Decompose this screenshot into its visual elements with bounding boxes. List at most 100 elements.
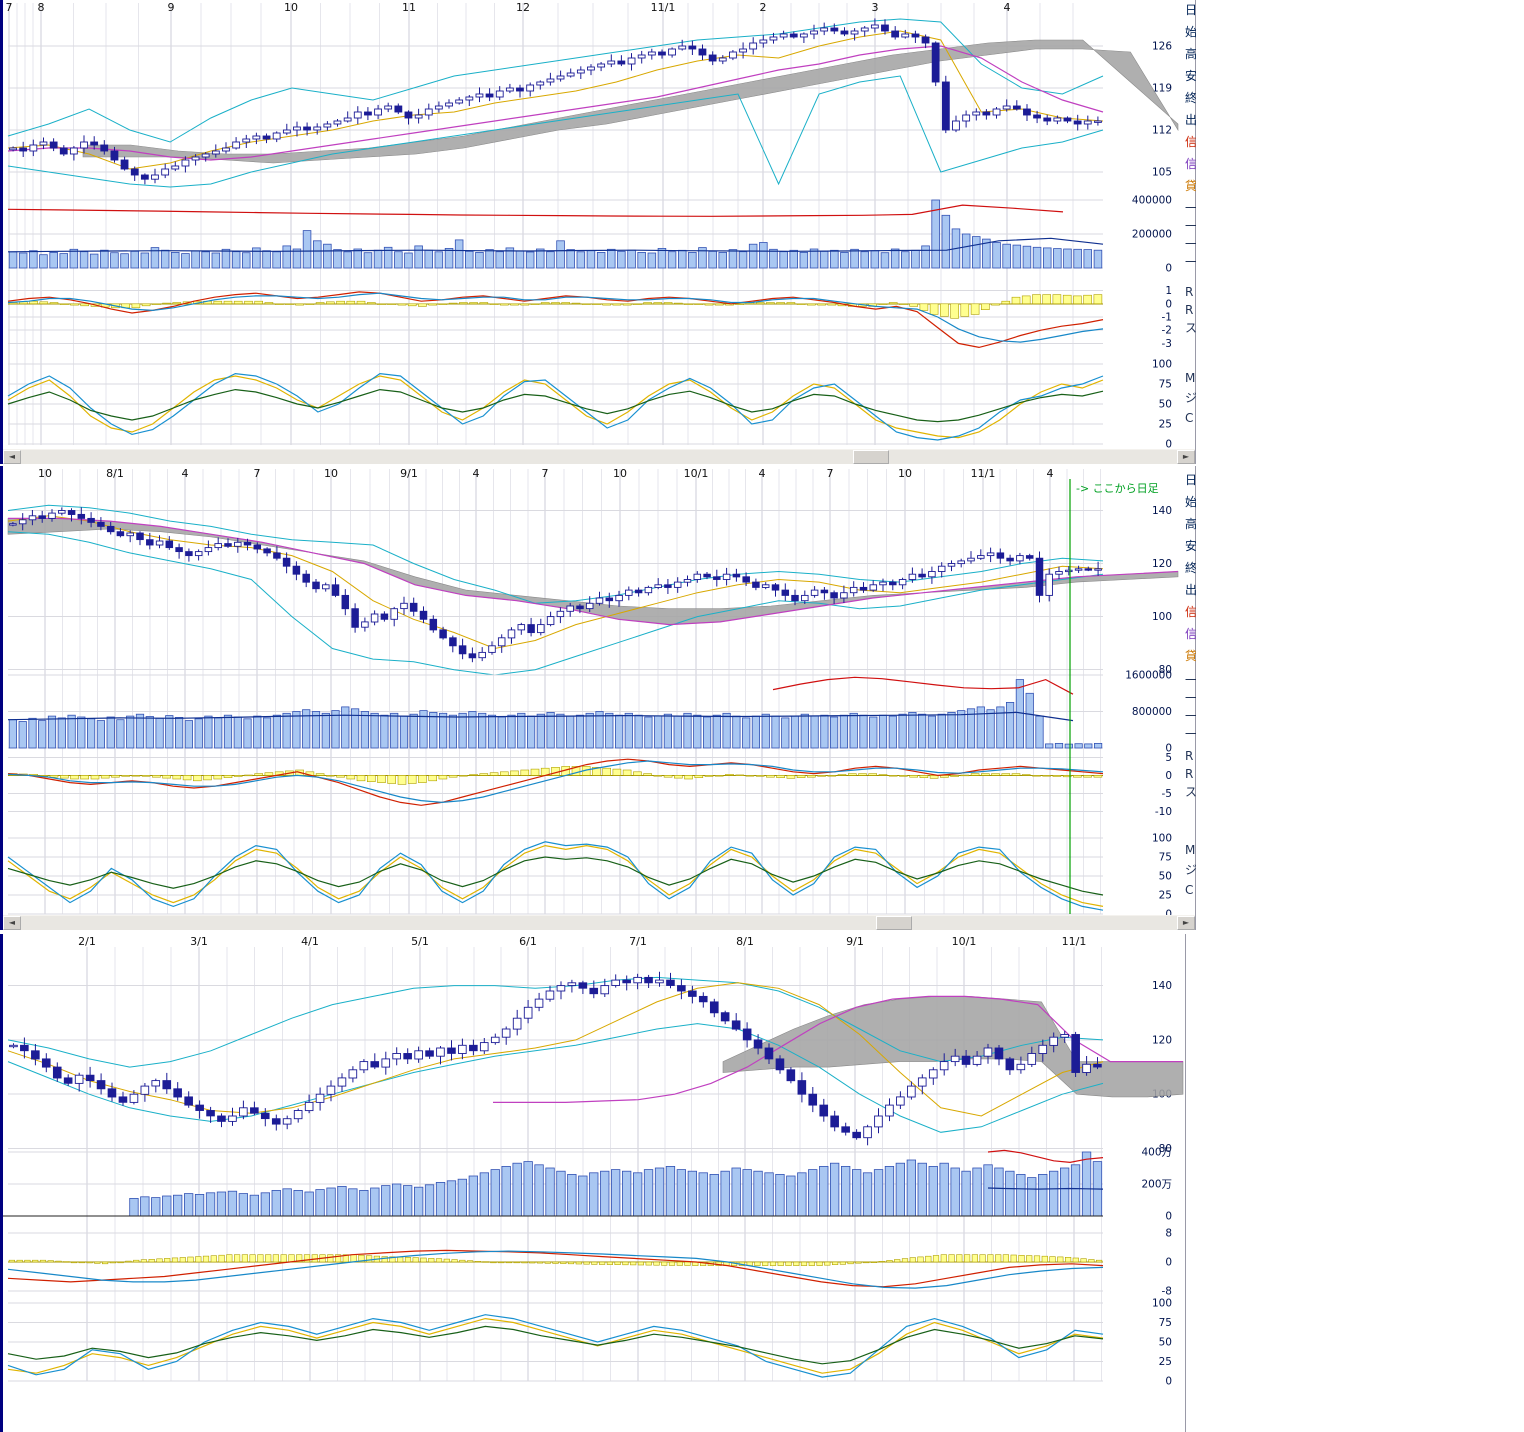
weekly-chart-canvas[interactable]: 7 8 9 10 11 12 11/1 2 3 4126119112105400000200000… — [3, 0, 1197, 451]
svg-text:安: 安 — [1185, 68, 1196, 83]
svg-text:高: 高 — [1185, 516, 1196, 531]
svg-text:信: 信 — [1185, 157, 1196, 171]
stoch-line-2 — [7, 1325, 1104, 1365]
svg-text:140: 140 — [1152, 505, 1172, 517]
svg-text:貸: 貸 — [1185, 178, 1196, 193]
svg-text:140: 140 — [1152, 980, 1172, 992]
svg-text:始: 始 — [1185, 495, 1196, 509]
macd-line — [7, 291, 1104, 349]
volume-ma-line — [7, 237, 1104, 253]
margin-balance-line — [987, 1149, 1104, 1164]
candlesticks — [9, 971, 1102, 1146]
svg-text:一: 一 — [1185, 255, 1196, 269]
svg-text:出: 出 — [1185, 113, 1196, 127]
volume-ma-line — [987, 1187, 1104, 1190]
secondary-daily-chart-canvas[interactable]: 2/1 3/1 4/1 5/1 6/1 7/1 8/1 9/1 10/1 11/1 140 120 10… — [3, 934, 1186, 1432]
scroll-right-button[interactable]: ► — [1177, 450, 1195, 464]
margin-balance-line — [7, 204, 1064, 217]
scroll-thumb[interactable] — [853, 450, 890, 464]
svg-text:7/1: 7/1 — [629, 935, 647, 948]
band-upper — [7, 18, 1104, 143]
gridlines — [86, 947, 1102, 1381]
svg-text:0: 0 — [1165, 439, 1172, 451]
macd-plot — [7, 1249, 1104, 1289]
svg-text:ジ: ジ — [1185, 391, 1196, 405]
svg-text:50: 50 — [1159, 871, 1172, 883]
svg-text:100: 100 — [1152, 359, 1172, 371]
volume-bars — [8, 199, 1103, 269]
svg-text:105: 105 — [1152, 167, 1172, 179]
svg-text:一: 一 — [1185, 709, 1196, 723]
macd-line — [7, 1249, 1104, 1288]
svg-text:ス: ス — [1185, 785, 1196, 799]
svg-text:4: 4 — [182, 467, 189, 480]
price-plot — [7, 504, 1179, 676]
svg-text:3/1: 3/1 — [190, 935, 208, 948]
scroll-right-button[interactable]: ► — [1177, 916, 1195, 930]
svg-text:2/1: 2/1 — [78, 935, 96, 948]
svg-text:8: 8 — [38, 1, 45, 14]
svg-text:-5: -5 — [1162, 788, 1172, 800]
ichimoku-cloud — [722, 996, 1184, 1098]
stoch-grid: 100 75 50 25 0 — [8, 359, 1172, 451]
svg-text:一: 一 — [1185, 219, 1196, 233]
svg-text:12: 12 — [516, 1, 530, 14]
scroll-thumb[interactable] — [876, 916, 913, 930]
svg-text:6/1: 6/1 — [519, 935, 537, 948]
svg-text:一: 一 — [1185, 201, 1196, 215]
scroll-left-button[interactable]: ◄ — [3, 450, 21, 464]
svg-text:出: 出 — [1185, 583, 1196, 597]
ma-mid — [493, 995, 1183, 1103]
svg-text:-1: -1 — [1162, 312, 1172, 324]
svg-text:信: 信 — [1185, 135, 1196, 149]
svg-text:400万: 400万 — [1141, 1147, 1172, 1159]
scroll-track[interactable] — [21, 916, 1177, 930]
x-axis-labels: 10 8/1 4 7 10 9/1 4 7 10 10/1 4 7 10 11/1 4 — [38, 467, 1054, 480]
scroll-left-button[interactable]: ◄ — [3, 916, 21, 930]
stoch-line-1 — [7, 372, 1104, 441]
svg-text:終: 終 — [1185, 90, 1196, 105]
svg-text:200万: 200万 — [1141, 1179, 1172, 1191]
scroll-track[interactable] — [21, 450, 1177, 464]
svg-text:112: 112 — [1152, 125, 1172, 137]
svg-text:5/1: 5/1 — [411, 935, 429, 948]
horizontal-scrollbar[interactable]: ◄ ► — [3, 915, 1195, 930]
svg-text:25: 25 — [1159, 419, 1172, 431]
svg-text:200000: 200000 — [1132, 229, 1172, 241]
svg-text:7: 7 — [827, 467, 834, 480]
svg-text:8/1: 8/1 — [106, 467, 124, 480]
svg-text:9/1: 9/1 — [400, 467, 418, 480]
chart-panel-weekly: 7 8 9 10 11 12 11/1 2 3 4 126 119 112 105 400000 200000… — [0, 0, 1196, 464]
band-lower — [7, 531, 1104, 676]
svg-text:ス: ス — [1185, 321, 1196, 335]
svg-text:0: 0 — [1165, 770, 1172, 782]
svg-text:10: 10 — [324, 467, 338, 480]
svg-text:R: R — [1185, 285, 1193, 299]
svg-text:8: 8 — [1165, 1228, 1172, 1240]
svg-text:120: 120 — [1152, 558, 1172, 570]
ichimoku-cloud — [82, 39, 1179, 164]
svg-text:11/1: 11/1 — [1062, 935, 1087, 948]
svg-text:始: 始 — [1185, 25, 1196, 39]
svg-text:126: 126 — [1152, 41, 1172, 53]
svg-text:3: 3 — [872, 1, 879, 14]
volume-grid: 400000 200000 0 — [8, 195, 1172, 275]
ma-mid — [8, 517, 1179, 626]
svg-text:10: 10 — [38, 467, 52, 480]
svg-text:0: 0 — [1165, 1257, 1172, 1269]
band-lower — [7, 75, 1104, 188]
svg-text:M: M — [1185, 371, 1195, 385]
svg-text:7: 7 — [542, 467, 549, 480]
svg-text:0: 0 — [1165, 909, 1172, 917]
macd-signal-line — [7, 760, 1104, 804]
svg-text:10/1: 10/1 — [684, 467, 709, 480]
svg-text:120: 120 — [1152, 1034, 1172, 1046]
svg-text:25: 25 — [1159, 890, 1172, 902]
daily-chart-canvas[interactable]: 10 8/1 4 7 10 9/1 4 7 10 10/1 4 7 10 11/1 4 140 120 100 80… — [3, 466, 1196, 916]
svg-text:R: R — [1185, 767, 1193, 781]
stoch-grid: 100 75 50 25 0 — [8, 1298, 1172, 1388]
svg-text:日: 日 — [1185, 3, 1196, 17]
volume-bars — [3, 1151, 1103, 1217]
horizontal-scrollbar[interactable]: ◄ ► — [3, 449, 1195, 464]
